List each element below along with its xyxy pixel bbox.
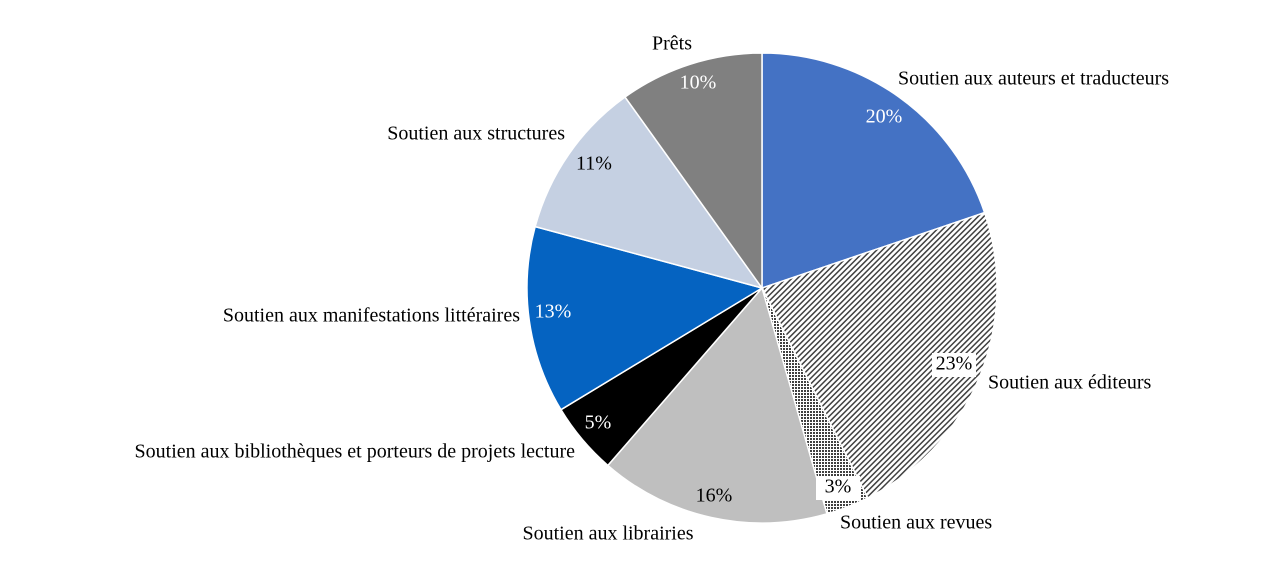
category-label: Prêts [652,33,692,55]
category-label: Soutien aux manifestations littéraires [223,305,520,327]
label-background [816,476,860,500]
pie-slice [760,211,998,499]
data-label: 20% [866,106,903,128]
data-label: 16% [696,485,733,507]
pie-slice [534,95,764,290]
category-label: Soutien aux bibliothèques et porteurs de… [135,441,576,463]
category-label: Soutien aux éditeurs [988,372,1152,394]
data-label: 10% [680,72,717,94]
pie-slice [624,52,763,291]
data-label: 13% [535,301,572,323]
category-label: Soutien aux auteurs et traducteurs [898,68,1169,90]
data-label: 5% [585,412,612,434]
label-background [932,353,976,377]
data-label: 23% [936,353,973,375]
pie-slice [606,286,828,524]
category-label: Soutien aux revues [840,512,992,534]
category-label: Soutien aux librairies [522,523,693,545]
data-label: 11% [576,153,612,175]
data-label: 3% [825,476,852,498]
pie-slice [761,52,986,290]
category-label: Soutien aux structures [387,123,565,145]
